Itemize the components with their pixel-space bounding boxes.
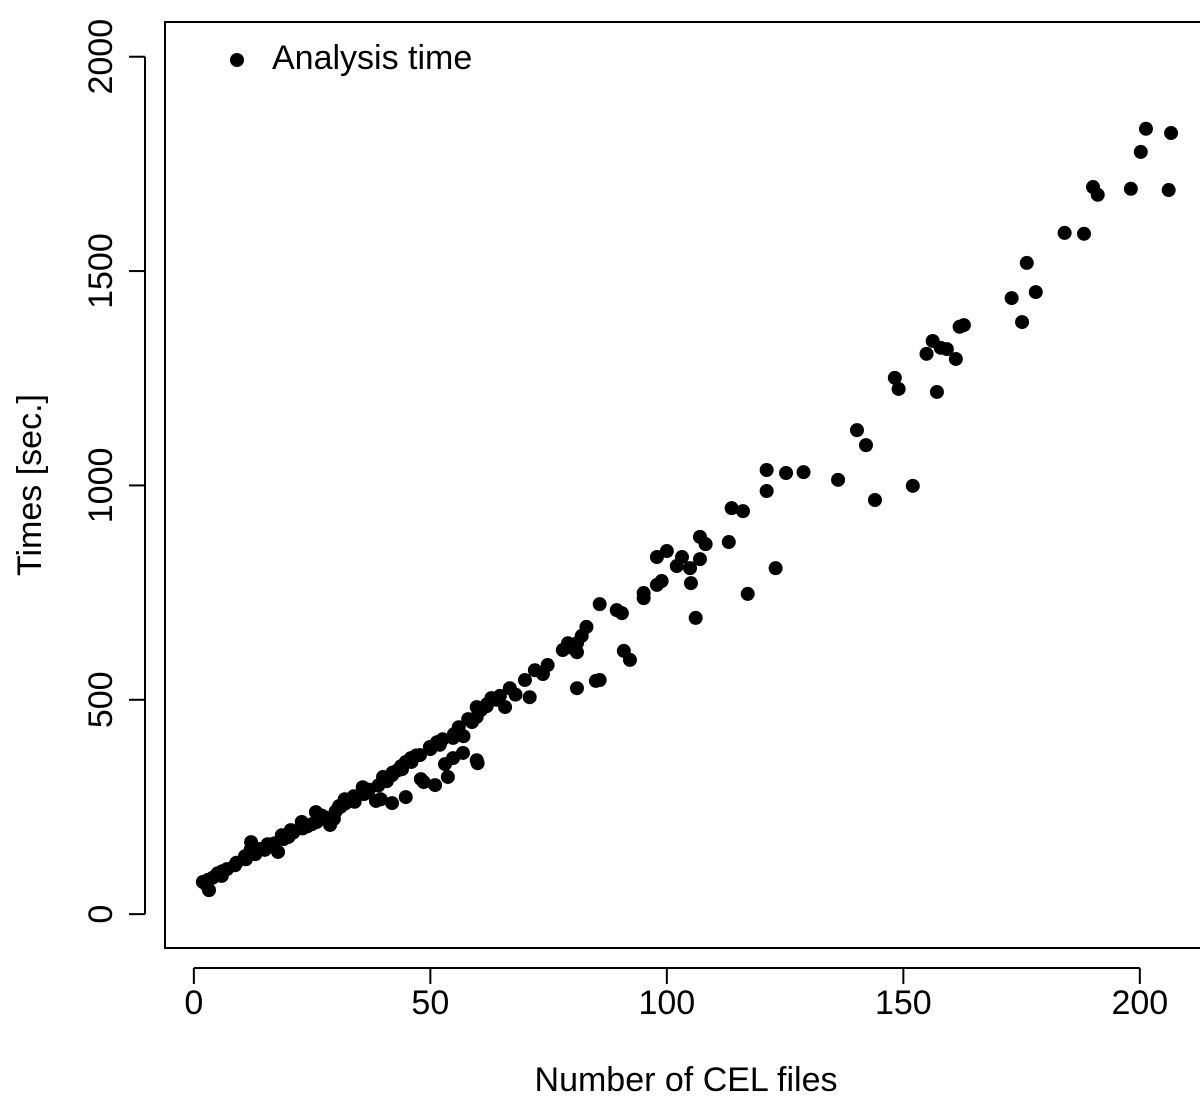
point — [409, 748, 424, 763]
point — [759, 484, 774, 499]
point — [319, 810, 334, 825]
point — [456, 729, 471, 744]
point — [592, 597, 607, 612]
point — [508, 687, 523, 702]
point — [692, 552, 707, 567]
y-tick-label: 0 — [82, 905, 120, 924]
point — [569, 681, 584, 696]
point — [1164, 126, 1179, 141]
point — [390, 763, 405, 778]
point — [522, 690, 537, 705]
point — [721, 535, 736, 550]
point — [347, 794, 362, 809]
point — [1015, 315, 1030, 330]
point — [622, 652, 637, 667]
point — [887, 370, 902, 385]
point — [779, 465, 794, 480]
point — [517, 673, 532, 688]
point — [905, 478, 920, 493]
plot-frame — [164, 21, 1200, 949]
point — [796, 465, 811, 480]
point — [1123, 181, 1138, 196]
point — [461, 712, 476, 727]
y-tick-label: 500 — [82, 671, 120, 728]
point — [1004, 291, 1019, 306]
legend-label: Analysis time — [272, 39, 472, 77]
point — [636, 591, 651, 606]
x-tick-label: 50 — [411, 984, 449, 1022]
point — [527, 663, 542, 678]
point — [831, 472, 846, 487]
point — [929, 384, 944, 399]
point — [428, 778, 443, 793]
point — [759, 462, 774, 477]
point — [440, 769, 455, 784]
point — [267, 836, 282, 851]
point — [698, 537, 713, 552]
point — [398, 790, 413, 805]
x-tick-label: 200 — [1111, 984, 1168, 1022]
point — [201, 883, 216, 898]
point — [1161, 183, 1176, 198]
point — [588, 673, 603, 688]
point — [413, 772, 428, 787]
point — [614, 606, 629, 621]
x-tick-label: 150 — [875, 984, 932, 1022]
point — [201, 872, 216, 887]
point — [948, 351, 963, 366]
y-tick-label: 1000 — [82, 448, 120, 524]
point — [683, 561, 698, 576]
point — [281, 829, 296, 844]
point — [939, 342, 954, 357]
point — [376, 769, 391, 784]
y-tick-label: 2000 — [82, 19, 120, 95]
point — [867, 493, 882, 508]
point — [357, 787, 372, 802]
point — [735, 504, 750, 519]
point — [438, 757, 453, 772]
point — [858, 438, 873, 453]
point — [1077, 226, 1092, 241]
point — [1138, 121, 1153, 136]
point — [740, 586, 755, 601]
point — [1133, 144, 1148, 159]
y-tick-label: 1500 — [82, 233, 120, 309]
point — [385, 796, 400, 811]
point — [891, 381, 906, 396]
point — [649, 550, 664, 565]
point — [569, 645, 584, 660]
point — [1019, 255, 1034, 270]
y-axis-label: Times [sec.] — [11, 394, 49, 576]
x-tick-label: 0 — [184, 984, 203, 1022]
point — [489, 692, 504, 707]
point — [919, 346, 934, 361]
point — [768, 561, 783, 576]
point — [1057, 225, 1072, 240]
point — [1028, 285, 1043, 300]
point — [683, 576, 698, 591]
point — [688, 610, 703, 625]
point — [368, 793, 383, 808]
point — [470, 756, 485, 771]
point — [649, 577, 664, 592]
point — [432, 737, 447, 752]
point — [952, 319, 967, 334]
point — [333, 799, 348, 814]
x-axis-label: Number of CEL files — [535, 1061, 838, 1098]
point — [724, 501, 739, 516]
point — [849, 423, 864, 438]
x-tick-label: 100 — [638, 984, 695, 1022]
point — [674, 550, 689, 565]
legend-marker — [230, 53, 244, 67]
point — [1090, 187, 1105, 202]
